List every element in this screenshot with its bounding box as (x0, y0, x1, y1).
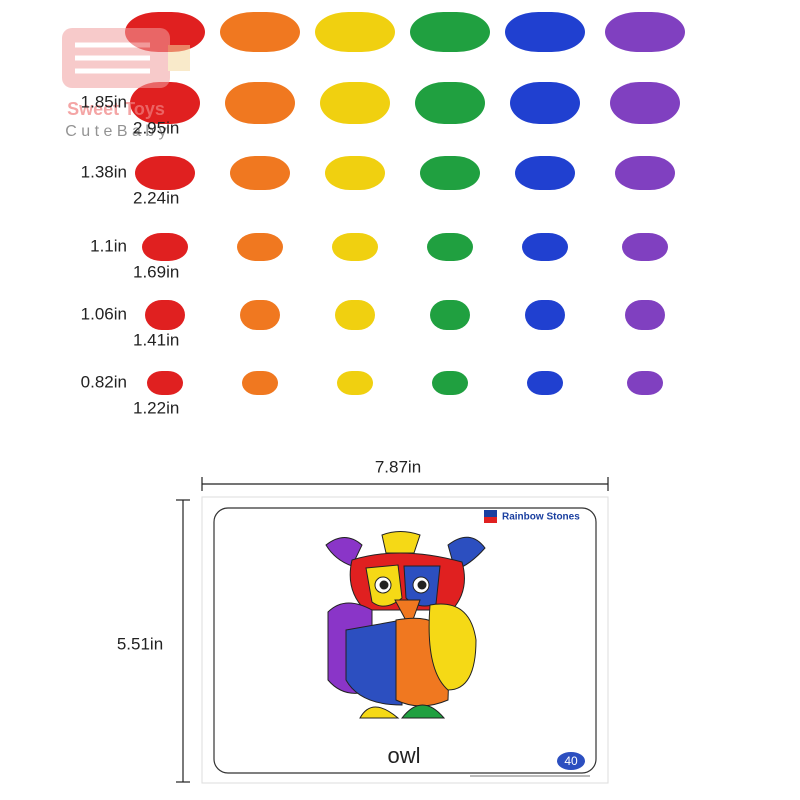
width-label: 1.22in (133, 398, 179, 417)
stone (420, 156, 480, 190)
stone (320, 82, 390, 124)
stone (427, 233, 473, 261)
stone (225, 82, 295, 124)
card-number: 40 (564, 754, 578, 768)
stone (242, 371, 278, 395)
brand-logo-part (484, 517, 497, 523)
card-name: owl (387, 743, 420, 768)
height-label: 1.1in (90, 236, 127, 255)
stone (332, 233, 378, 261)
stone (415, 82, 485, 124)
card-brand: Rainbow Stones (502, 512, 580, 523)
stone (525, 300, 565, 330)
stone (335, 300, 375, 330)
height-label: 0.82in (81, 372, 127, 391)
stone (522, 233, 568, 261)
stone (142, 233, 188, 261)
height-label: 1.85in (81, 92, 127, 111)
stone (130, 82, 200, 124)
stone (622, 233, 668, 261)
stone (625, 300, 665, 330)
stone (610, 82, 680, 124)
stone (337, 371, 373, 395)
stone (527, 371, 563, 395)
stone (135, 156, 195, 190)
stone (432, 371, 468, 395)
width-label: 1.69in (133, 262, 179, 281)
stone (325, 156, 385, 190)
stone (615, 156, 675, 190)
watermark-brand: Sweet Toys (67, 99, 165, 119)
stone (430, 300, 470, 330)
stone (147, 371, 183, 395)
stone (315, 12, 395, 52)
stone (510, 82, 580, 124)
watermark-tagline: C u t e B a b y (65, 123, 166, 140)
width-dimension: 7.87in (375, 457, 421, 476)
height-dimension: 5.51in (117, 634, 163, 653)
stone (220, 12, 300, 52)
stone (240, 300, 280, 330)
height-label: 1.38in (81, 162, 127, 181)
stone (410, 12, 490, 52)
width-label: 1.41in (133, 330, 179, 349)
stone (605, 12, 685, 52)
dimension-lines (176, 477, 609, 783)
stone (627, 371, 663, 395)
stone (237, 233, 283, 261)
stone (145, 300, 185, 330)
stone (505, 12, 585, 52)
owl-figure (325, 531, 486, 719)
stone (230, 156, 290, 190)
stone (515, 156, 575, 190)
number-badge (557, 752, 585, 770)
watermark-logo (62, 28, 190, 88)
width-label: 2.95in (133, 118, 179, 137)
height-label: 1.06in (81, 304, 127, 323)
width-label: 2.24in (133, 188, 179, 207)
